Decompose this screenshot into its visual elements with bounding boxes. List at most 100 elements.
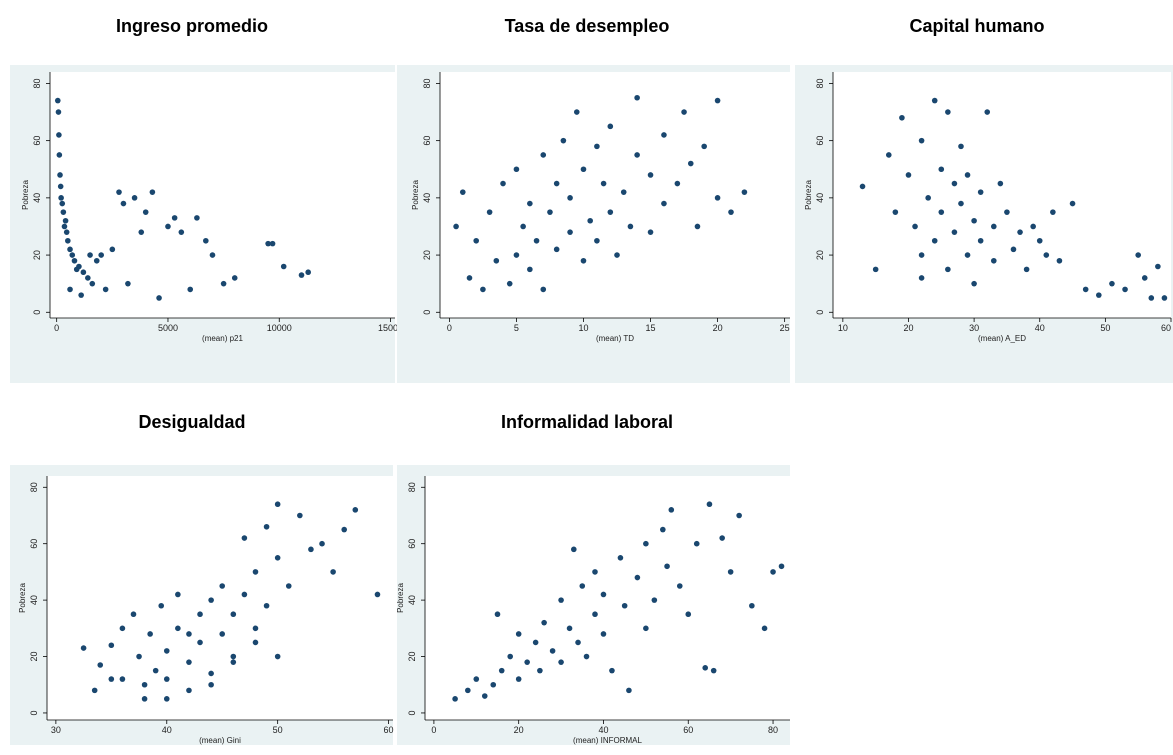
point: [1056, 257, 1063, 264]
point: [230, 653, 237, 660]
x-tick-label: 60: [384, 725, 394, 735]
point: [912, 223, 918, 230]
point: [770, 569, 776, 575]
x-tick-label: 20: [903, 323, 913, 333]
point: [341, 526, 348, 533]
point: [62, 217, 69, 224]
point: [494, 611, 501, 618]
y-tick-label: 20: [422, 250, 432, 260]
point: [647, 229, 654, 235]
point: [158, 602, 165, 609]
point: [609, 667, 615, 674]
point: [269, 240, 276, 247]
point: [147, 631, 153, 637]
y-tick-label: 40: [32, 193, 42, 203]
point: [938, 166, 945, 173]
point: [71, 257, 78, 264]
point: [573, 109, 580, 115]
point: [971, 280, 977, 287]
point: [925, 195, 931, 201]
point: [527, 266, 533, 273]
point: [693, 540, 700, 547]
chart-title: Informalidad laboral: [501, 412, 673, 432]
point: [905, 172, 912, 178]
x-tick-label: 20: [514, 725, 524, 735]
point: [265, 240, 271, 247]
point: [141, 696, 148, 702]
y-tick-label: 40: [407, 595, 417, 605]
point: [473, 676, 480, 682]
point: [727, 569, 734, 575]
point: [149, 189, 156, 195]
point: [85, 275, 91, 281]
point: [138, 229, 145, 235]
point: [252, 639, 259, 646]
point: [230, 611, 237, 618]
point: [749, 602, 755, 609]
chart-title: Tasa de desempleo: [505, 16, 670, 36]
point: [587, 217, 593, 224]
point: [583, 653, 590, 660]
point: [958, 143, 964, 150]
point: [280, 263, 287, 270]
point: [634, 152, 640, 158]
point: [60, 209, 67, 215]
point: [614, 252, 620, 258]
point: [80, 269, 87, 276]
x-tick-label: 40: [598, 725, 608, 735]
point: [102, 286, 109, 293]
y-tick-label: 0: [407, 710, 417, 715]
point: [490, 681, 497, 688]
point: [702, 665, 709, 671]
point: [515, 631, 522, 637]
x-tick-label: 10000: [267, 323, 292, 333]
point: [308, 546, 314, 553]
point: [714, 195, 721, 201]
y-tick-label: 60: [407, 539, 417, 549]
point: [98, 252, 104, 258]
y-tick-label: 80: [32, 78, 42, 88]
point: [643, 540, 649, 547]
point: [186, 659, 192, 665]
point: [506, 280, 513, 287]
point: [330, 569, 336, 575]
point: [694, 223, 701, 230]
y-tick-label: 0: [422, 310, 432, 315]
point: [63, 229, 70, 235]
point: [152, 667, 159, 674]
point: [67, 286, 73, 293]
point: [163, 648, 170, 654]
point: [676, 583, 683, 589]
x-axis-label: (mean) TD: [596, 334, 634, 343]
point: [208, 681, 214, 688]
point: [352, 507, 359, 513]
x-tick-label: 25: [780, 323, 790, 333]
point: [93, 257, 100, 264]
point: [274, 501, 281, 508]
point: [741, 189, 748, 195]
y-tick-label: 60: [815, 136, 825, 146]
x-tick-label: 60: [1161, 323, 1171, 333]
point: [298, 272, 305, 278]
point: [57, 183, 64, 190]
point: [951, 229, 958, 235]
point: [594, 143, 600, 150]
y-tick-label: 40: [815, 193, 825, 203]
point: [1017, 229, 1023, 235]
x-tick-label: 50: [273, 725, 283, 735]
point: [626, 687, 632, 694]
point: [89, 280, 96, 287]
point: [131, 195, 138, 201]
x-axis-label: (mean) p21: [202, 334, 243, 343]
point: [194, 215, 200, 221]
chart-title: Ingreso promedio: [116, 16, 268, 36]
point: [977, 189, 984, 195]
point: [580, 166, 587, 173]
x-tick-label: 30: [969, 323, 979, 333]
point: [575, 639, 581, 646]
point: [1148, 295, 1155, 301]
y-tick-label: 80: [407, 482, 417, 492]
point: [537, 667, 543, 674]
point: [570, 546, 577, 553]
point: [136, 653, 142, 660]
